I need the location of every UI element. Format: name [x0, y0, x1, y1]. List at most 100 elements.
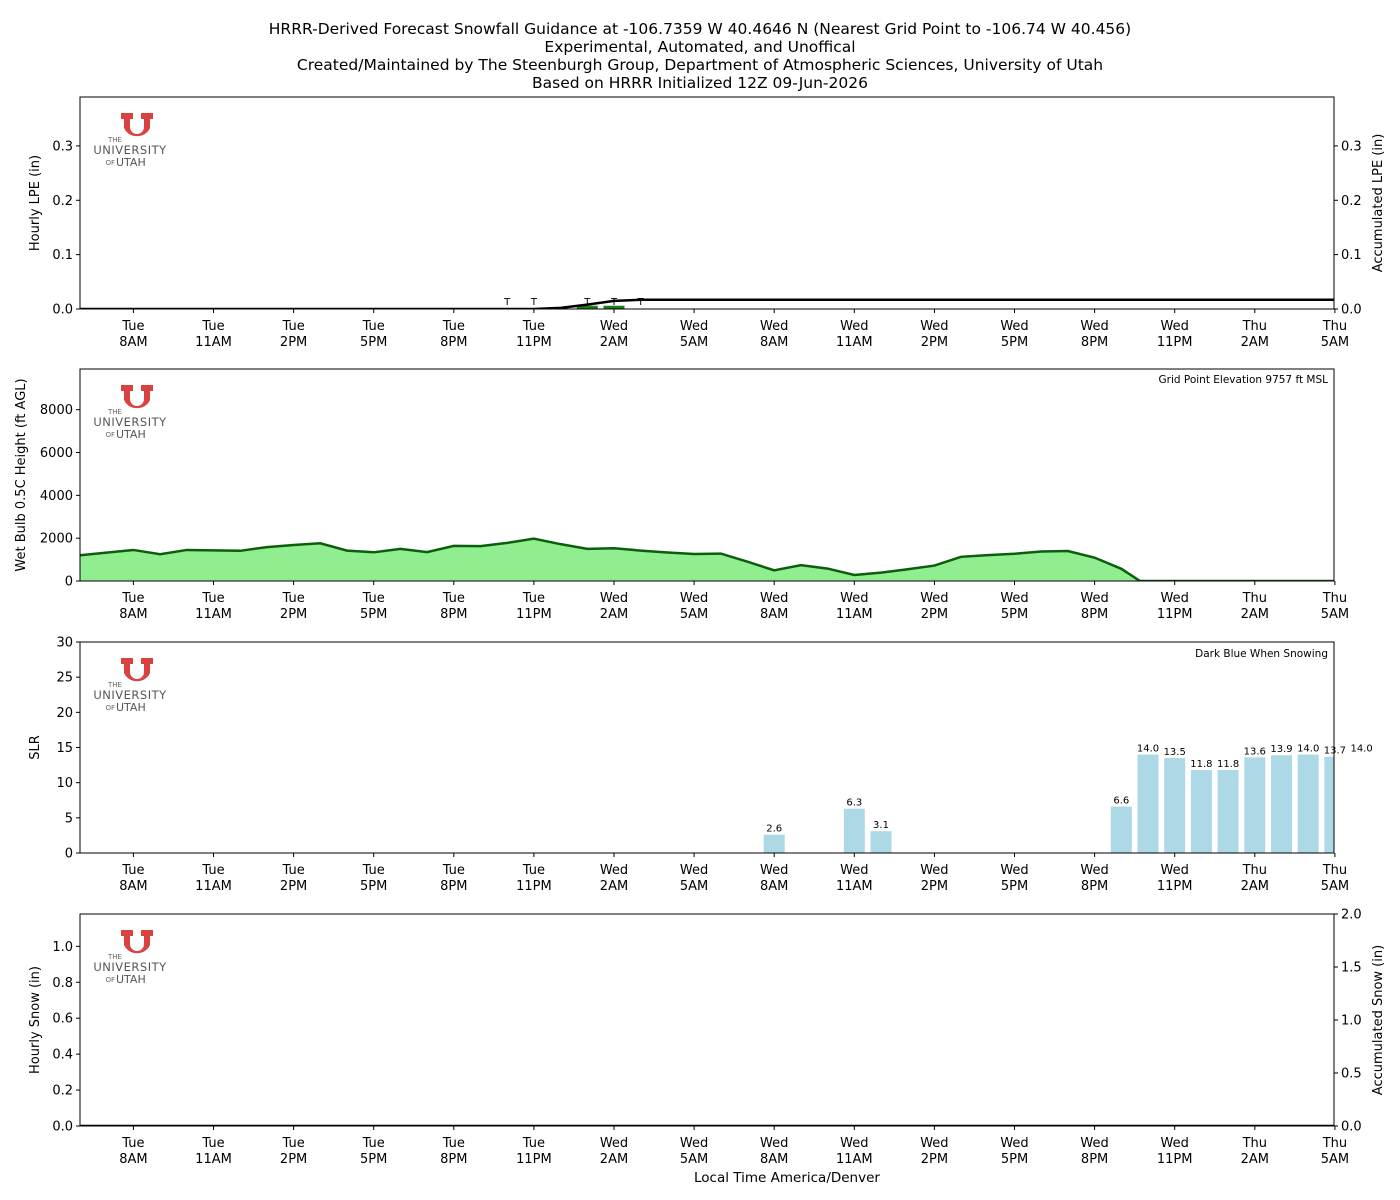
x-tick-time: 11AM: [195, 879, 232, 894]
x-tick-time: 8PM: [440, 335, 467, 350]
x-tick-day: Wed: [920, 319, 948, 334]
y-axis-label-right: Accumulated Snow (in): [1371, 945, 1386, 1095]
x-tick-time: 2AM: [1241, 879, 1269, 894]
x-tick-time: 11PM: [516, 1152, 552, 1167]
x-tick-day: Tue: [362, 1136, 385, 1151]
slr-bar: [1351, 755, 1372, 853]
x-tick-time: 8AM: [760, 335, 788, 350]
x-tick-time: 11AM: [195, 607, 232, 622]
x-tick-time: 5AM: [680, 335, 708, 350]
x-tick-time: 5AM: [680, 1152, 708, 1167]
x-tick-time: 5PM: [1001, 335, 1028, 350]
logo-the: THE: [107, 408, 122, 416]
x-tick-day: Wed: [920, 591, 948, 606]
logo-of: OF: [105, 431, 115, 439]
y-tick-label-right: 0.3: [1341, 139, 1362, 154]
x-tick-time: 8PM: [440, 879, 467, 894]
x-tick-time: 8AM: [760, 607, 788, 622]
x-tick-day: Thu: [1322, 591, 1347, 606]
slr-bar: [1137, 754, 1159, 853]
x-tick-day: Wed: [760, 863, 788, 878]
logo-of: OF: [105, 704, 115, 712]
logo-university: UNIVERSITY: [93, 960, 167, 974]
x-tick-day: Tue: [281, 1136, 304, 1151]
x-tick-day: Wed: [1161, 319, 1189, 334]
slr-bar: [1271, 755, 1292, 853]
y-tick-label-right: 1.0: [1341, 1014, 1362, 1029]
logo-of: OF: [105, 976, 115, 984]
slr-bar-label: 13.9: [1270, 744, 1292, 755]
x-tick-day: Thu: [1242, 591, 1267, 606]
y-tick-label: 25: [56, 671, 73, 686]
x-tick-time: 8AM: [119, 879, 147, 894]
x-tick-time: 11PM: [1157, 1152, 1193, 1167]
university-of-utah-logo-icon: [121, 658, 153, 682]
x-tick-day: Wed: [600, 863, 628, 878]
x-tick-time: 5AM: [1321, 335, 1349, 350]
x-tick-day: Tue: [281, 319, 304, 334]
chart-subtitle-disclaimer: Experimental, Automated, and Unoffical: [544, 38, 856, 56]
x-tick-day: Tue: [362, 591, 385, 606]
x-tick-time: 8AM: [119, 1152, 147, 1167]
slr-bar-label: 2.6: [766, 824, 782, 835]
slr-bar: [1244, 757, 1266, 853]
x-tick-time: 2AM: [1241, 1152, 1269, 1167]
x-tick-day: Tue: [201, 1136, 224, 1151]
x-tick-time: 11AM: [836, 607, 873, 622]
x-tick-time: 5PM: [360, 879, 387, 894]
x-tick-time: 8PM: [1081, 879, 1108, 894]
x-tick-day: Wed: [680, 319, 708, 334]
slr-bar-label: 6.3: [846, 798, 862, 809]
x-tick-time: 2PM: [921, 879, 948, 894]
panel-frame: [79, 913, 1335, 1127]
x-tick-day: Wed: [680, 591, 708, 606]
x-tick-time: 2AM: [600, 335, 628, 350]
logo-of: OF: [105, 159, 115, 167]
x-tick-time: 2AM: [600, 607, 628, 622]
university-of-utah-logo-icon: [121, 385, 153, 409]
x-tick-day: Wed: [1000, 319, 1028, 334]
x-tick-day: Tue: [522, 1136, 545, 1151]
x-tick-day: Wed: [760, 319, 788, 334]
x-tick-time: 11PM: [1157, 607, 1193, 622]
x-tick-day: Tue: [442, 319, 465, 334]
panel-frame: [79, 641, 1335, 854]
y-tick-label: 5: [65, 811, 73, 826]
slr-bar-label: 3.1: [873, 820, 889, 831]
x-tick-time: 11PM: [516, 335, 552, 350]
x-tick-day: Thu: [1242, 863, 1267, 878]
x-tick-day: Thu: [1322, 319, 1347, 334]
x-tick-day: Wed: [920, 1136, 948, 1151]
x-tick-day: Wed: [760, 591, 788, 606]
x-tick-time: 5PM: [360, 335, 387, 350]
x-tick-day: Tue: [201, 863, 224, 878]
y-tick-label: 4000: [40, 489, 73, 504]
y-tick-label: 0: [65, 575, 73, 590]
x-tick-time: 2AM: [600, 1152, 628, 1167]
x-tick-time: 8PM: [1081, 335, 1108, 350]
snowing-annotation: Dark Blue When Snowing: [1195, 648, 1328, 660]
slr-bar: [1324, 756, 1334, 853]
slr-bar-label: 14.0: [1350, 744, 1372, 755]
y-axis-label: Wet Bulb 0.5C Height (ft AGL): [14, 378, 29, 571]
x-tick-day: Wed: [1000, 863, 1028, 878]
x-tick-time: 11PM: [516, 879, 552, 894]
lpe-bar: [576, 305, 598, 309]
y-tick-label-right: 0.0: [1341, 303, 1362, 318]
x-tick-time: 2AM: [1241, 335, 1269, 350]
x-tick-time: 11PM: [1157, 879, 1193, 894]
x-tick-day: Thu: [1322, 863, 1347, 878]
x-tick-time: 11AM: [836, 335, 873, 350]
logo-utah: UTAH: [116, 973, 146, 986]
slr-bar-label: 14.0: [1297, 744, 1319, 755]
x-tick-time: 2PM: [280, 607, 307, 622]
x-tick-day: Wed: [1161, 591, 1189, 606]
panel-frame: [79, 96, 1335, 310]
y-tick-label: 0.4: [52, 1048, 73, 1063]
x-tick-time: 11PM: [516, 607, 552, 622]
y-tick-label: 0.0: [52, 1120, 73, 1135]
y-tick-label: 0.0: [52, 303, 73, 318]
trace-label: T: [503, 297, 511, 308]
slr-bar: [843, 808, 865, 853]
y-tick-label: 10: [56, 776, 73, 791]
